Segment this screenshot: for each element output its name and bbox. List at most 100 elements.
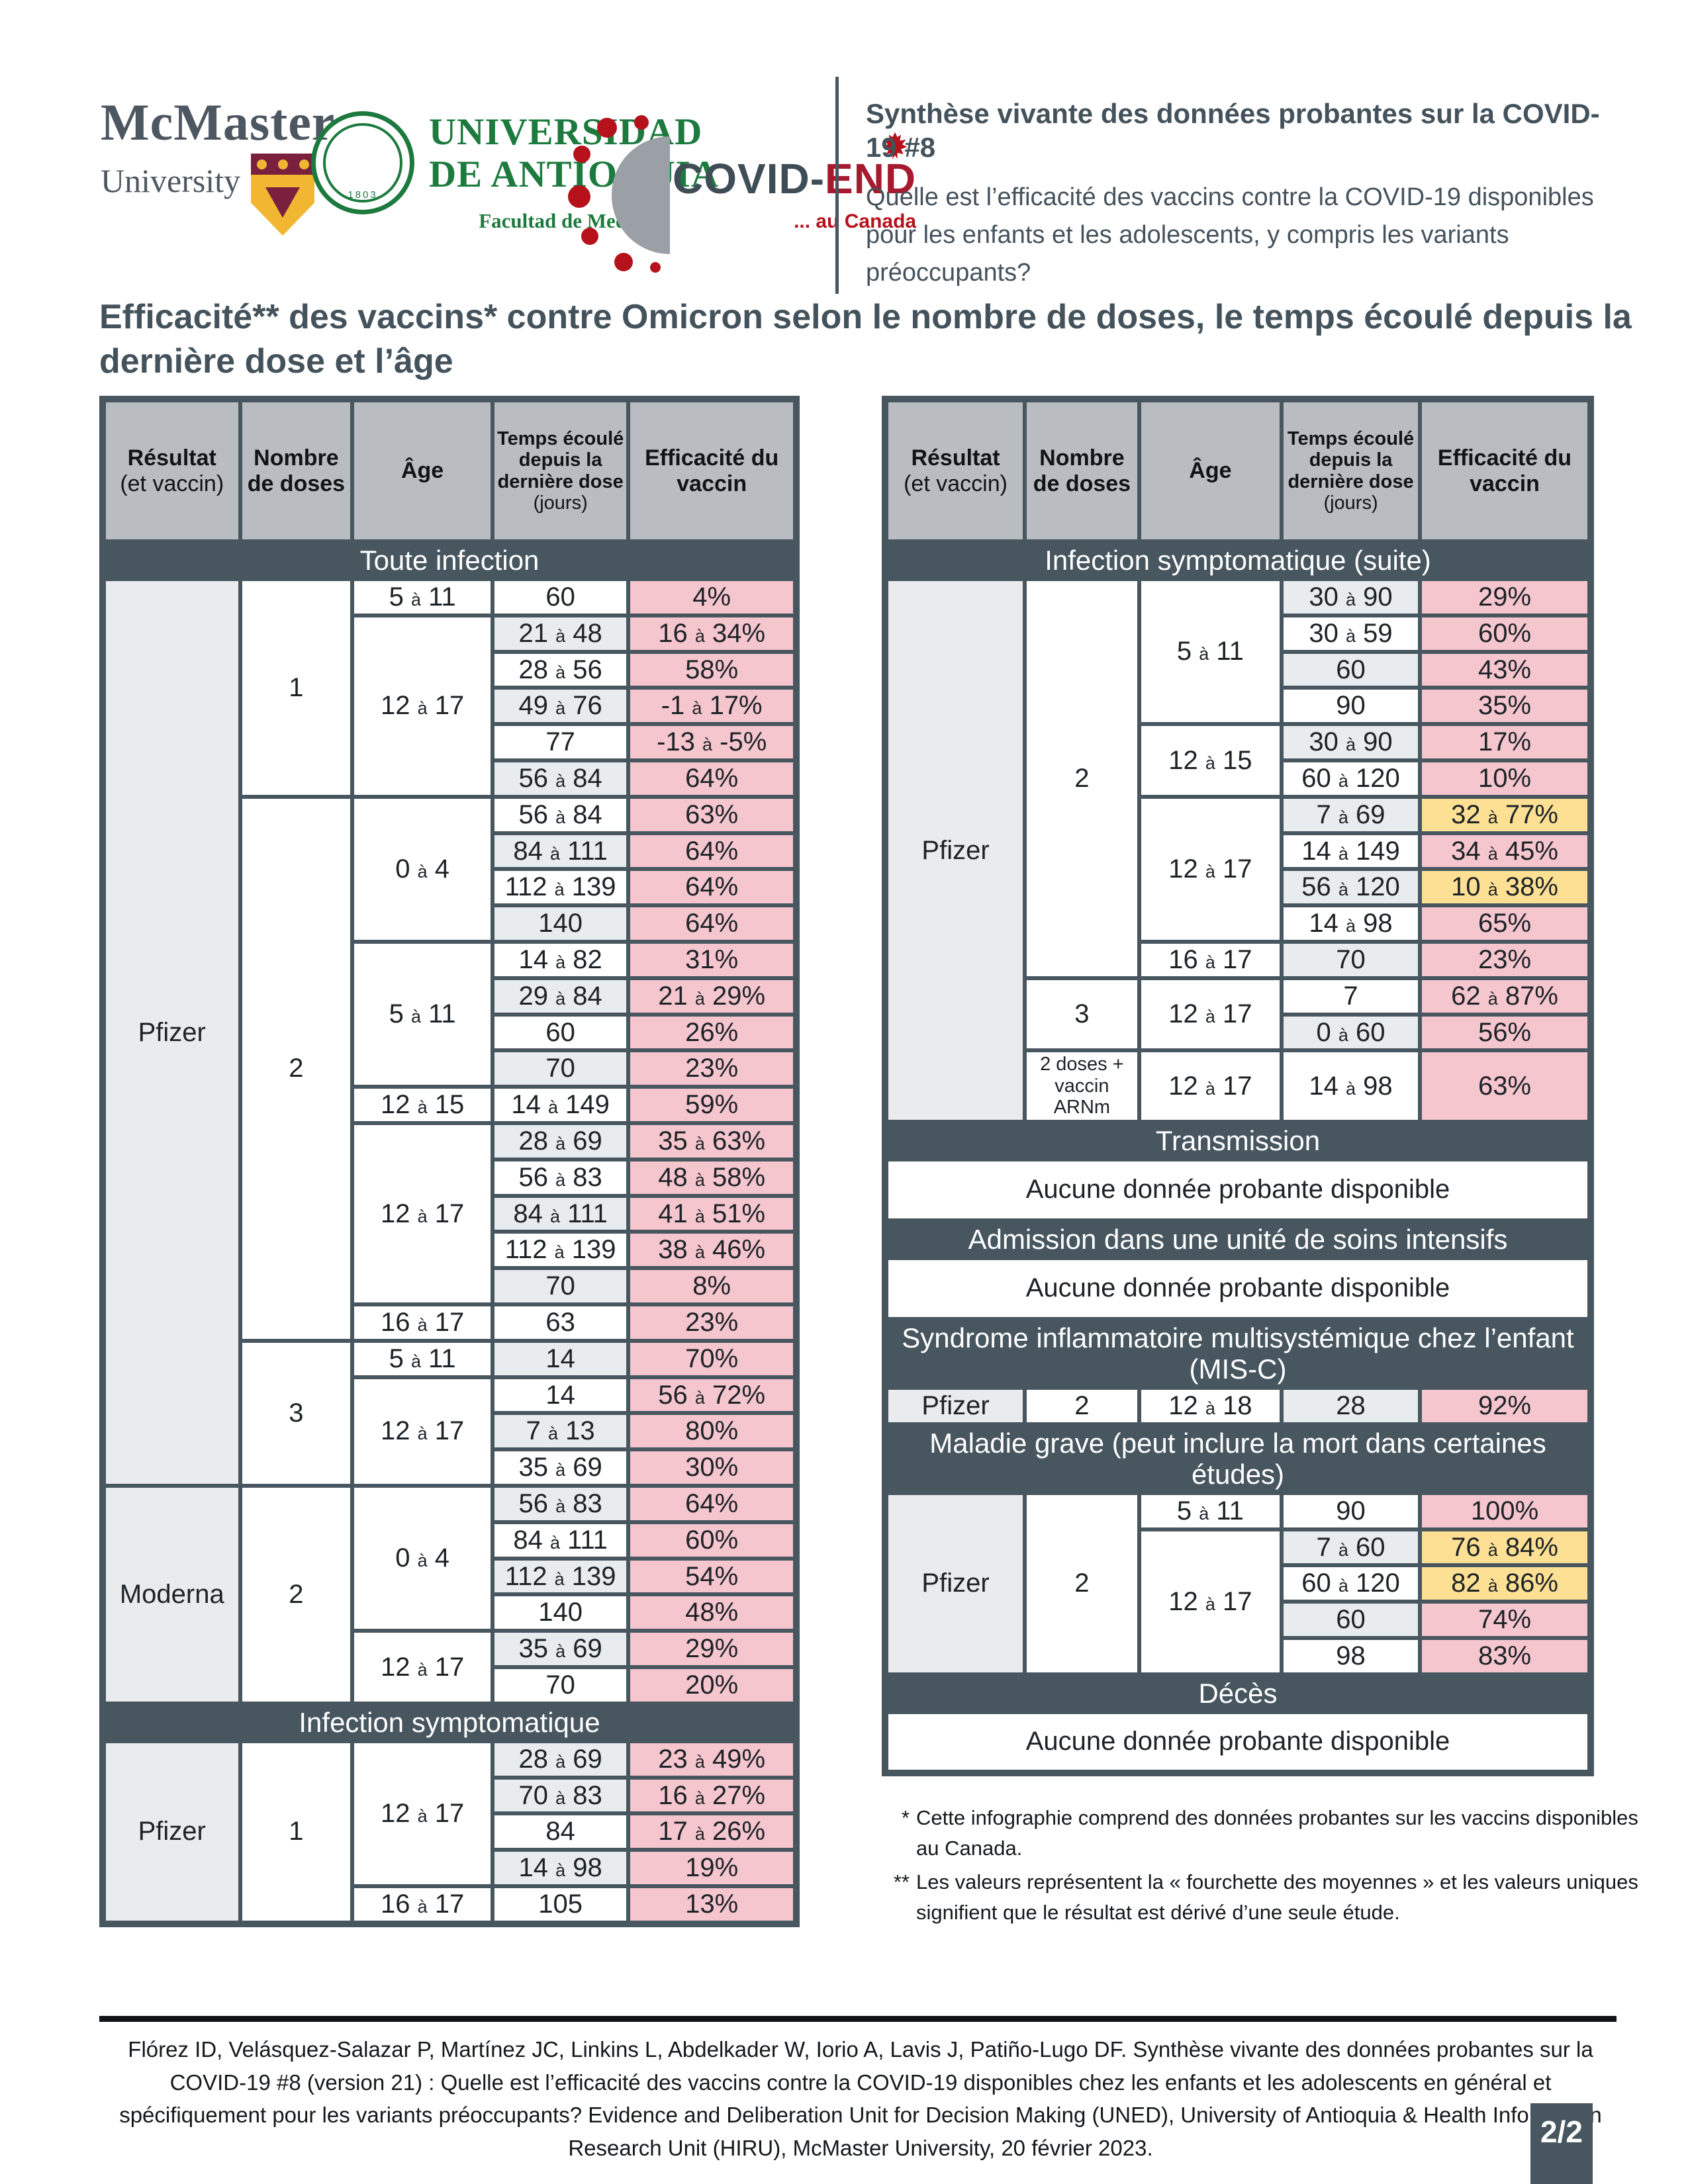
doses-cell: 2 <box>1023 1490 1141 1676</box>
efficacy-table-right: Résultat (et vaccin) Nombre de doses Âge Tem… <box>882 396 1594 1776</box>
days-cell: 56 à 120 <box>1280 867 1422 908</box>
efficacy-cell: 30% <box>626 1447 798 1488</box>
efficacy-cell: 34 à 45% <box>1418 831 1593 872</box>
series-title: Synthèse vivante des données probantes s… <box>866 98 1600 163</box>
virus-icon <box>568 115 670 274</box>
section-header: Infection symptomatique <box>101 1701 798 1743</box>
vaccine-cell: Pfizer <box>882 1490 1027 1676</box>
header-text-block: Synthèse vivante des données probantes s… <box>866 97 1627 292</box>
doses-cell: 2 <box>1023 1385 1141 1426</box>
efficacy-cell: 4% <box>626 577 798 617</box>
days-cell: 70 <box>490 1048 631 1089</box>
efficacy-cell: 48 à 58% <box>626 1157 798 1198</box>
efficacy-cell: 60% <box>1418 613 1593 654</box>
age-cell: 12 à 15 <box>350 1085 494 1125</box>
days-cell: 140 <box>490 1592 631 1633</box>
days-cell: 112 à 139 <box>490 867 631 908</box>
age-cell: 12 à 17 <box>1137 976 1284 1053</box>
efficacy-cell: 60% <box>626 1520 798 1561</box>
age-cell: 5 à 11 <box>1137 577 1284 727</box>
age-cell: 0 à 4 <box>350 794 494 944</box>
column-header: Efficacité du vaccin <box>626 397 798 543</box>
days-cell: 56 à 83 <box>490 1157 631 1198</box>
age-cell: 0 à 4 <box>350 1483 494 1633</box>
age-cell: 12 à 18 <box>1137 1385 1284 1426</box>
days-cell: 60 <box>1280 649 1422 690</box>
series-question: Quelle est l’efficacité des vaccins cont… <box>866 183 1594 287</box>
days-cell: 7 à 69 <box>1280 794 1422 835</box>
covid-end-logo: COVID-END ... au Canada <box>568 115 917 274</box>
efficacy-cell: 29% <box>626 1629 798 1669</box>
age-cell: 12 à 17 <box>350 613 494 799</box>
column-header: Nombre de doses <box>238 397 355 543</box>
no-data-row: Aucune donnée probante disponible <box>883 1157 1593 1222</box>
vaccine-cell: Pfizer <box>882 1385 1027 1426</box>
days-cell: 84 à 111 <box>490 1520 631 1561</box>
efficacy-cell: 16 à 34% <box>626 613 798 654</box>
doses-cell: 2 <box>1023 577 1141 980</box>
maple-leaf-icon <box>882 132 908 159</box>
efficacy-cell: -13 à -5% <box>626 722 798 763</box>
vaccine-cell: Pfizer <box>882 577 1027 1124</box>
days-cell: 14 à 149 <box>1280 831 1422 872</box>
efficacy-cell: 17 à 26% <box>626 1811 798 1852</box>
efficacy-cell: 17% <box>1418 722 1593 763</box>
days-cell: 60 à 120 <box>1280 1563 1422 1604</box>
days-cell: 90 <box>1280 686 1422 727</box>
efficacy-cell: 29% <box>1418 577 1593 617</box>
no-data-row: Aucune donnée probante disponible <box>883 1255 1593 1321</box>
efficacy-cell: 74% <box>1418 1600 1593 1640</box>
efficacy-cell: 23% <box>626 1302 798 1343</box>
days-cell: 28 à 69 <box>490 1739 631 1780</box>
days-cell: 84 à 111 <box>490 831 631 872</box>
footnote-text: Cette infographie comprend des données p… <box>916 1805 1638 1860</box>
efficacy-cell: 35 à 63% <box>626 1120 798 1161</box>
days-cell: 70 <box>490 1266 631 1306</box>
mcmaster-university-text: University <box>101 162 241 199</box>
vaccine-cell: Pfizer <box>101 577 242 1488</box>
days-cell: 28 à 56 <box>490 649 631 690</box>
age-cell: 12 à 17 <box>1137 1048 1284 1124</box>
vaccine-cell: Pfizer <box>101 1739 242 1926</box>
days-cell: 0 à 60 <box>1280 1012 1422 1053</box>
efficacy-cell: 21 à 29% <box>626 976 798 1017</box>
section-header: Toute infection <box>101 539 798 582</box>
section-header: Syndrome inflammatoire multisystémique c… <box>883 1316 1593 1390</box>
days-cell: 7 à 60 <box>1280 1527 1422 1568</box>
days-cell: 98 <box>1280 1635 1422 1676</box>
efficacy-cell: 35% <box>1418 686 1593 727</box>
age-cell: 12 à 17 <box>350 1739 494 1888</box>
page-number-badge: 2/2 <box>1530 2103 1593 2184</box>
efficacy-cell: 63% <box>626 794 798 835</box>
days-cell: 70 à 83 <box>490 1775 631 1816</box>
days-cell: 35 à 69 <box>490 1447 631 1488</box>
days-cell: 56 à 84 <box>490 758 631 799</box>
efficacy-cell: 56% <box>1418 1012 1593 1053</box>
footer-rule <box>99 2016 1617 2022</box>
days-cell: 7 <box>1280 976 1422 1017</box>
efficacy-cell: 16 à 27% <box>626 1775 798 1816</box>
efficacy-cell: 13% <box>626 1884 798 1926</box>
days-cell: 28 <box>1280 1385 1422 1426</box>
efficacy-cell: 43% <box>1418 649 1593 690</box>
days-cell: 56 à 83 <box>490 1483 631 1524</box>
covid-end-tagline: ... au Canada <box>794 210 917 232</box>
days-cell: 112 à 139 <box>490 1230 631 1271</box>
efficacy-cell: 100% <box>1418 1490 1593 1531</box>
efficacy-cell: 10% <box>1418 758 1593 799</box>
column-header: Âge <box>1137 397 1284 543</box>
citation-text: Flórez ID, Velásquez-Salazar P, Martínez… <box>119 2037 1602 2160</box>
days-cell: 14 à 82 <box>490 940 631 980</box>
column-header: Âge <box>350 397 494 543</box>
column-header: Résultat (et vaccin) <box>882 397 1027 543</box>
days-cell: 14 à 98 <box>1280 903 1422 944</box>
days-cell: 14 à 98 <box>1280 1048 1422 1124</box>
footnote-text: Les valeurs représentent la « fourchette… <box>916 1870 1638 1925</box>
no-data-row: Aucune donnée probante disponible <box>883 1709 1593 1775</box>
efficacy-cell: 64% <box>626 1483 798 1524</box>
efficacy-cell: 10 à 38% <box>1418 867 1593 908</box>
section-header: Maladie grave (peut inclure la mort dans… <box>883 1422 1593 1495</box>
efficacy-cell: 48% <box>626 1592 798 1633</box>
efficacy-cell: 64% <box>626 903 798 944</box>
